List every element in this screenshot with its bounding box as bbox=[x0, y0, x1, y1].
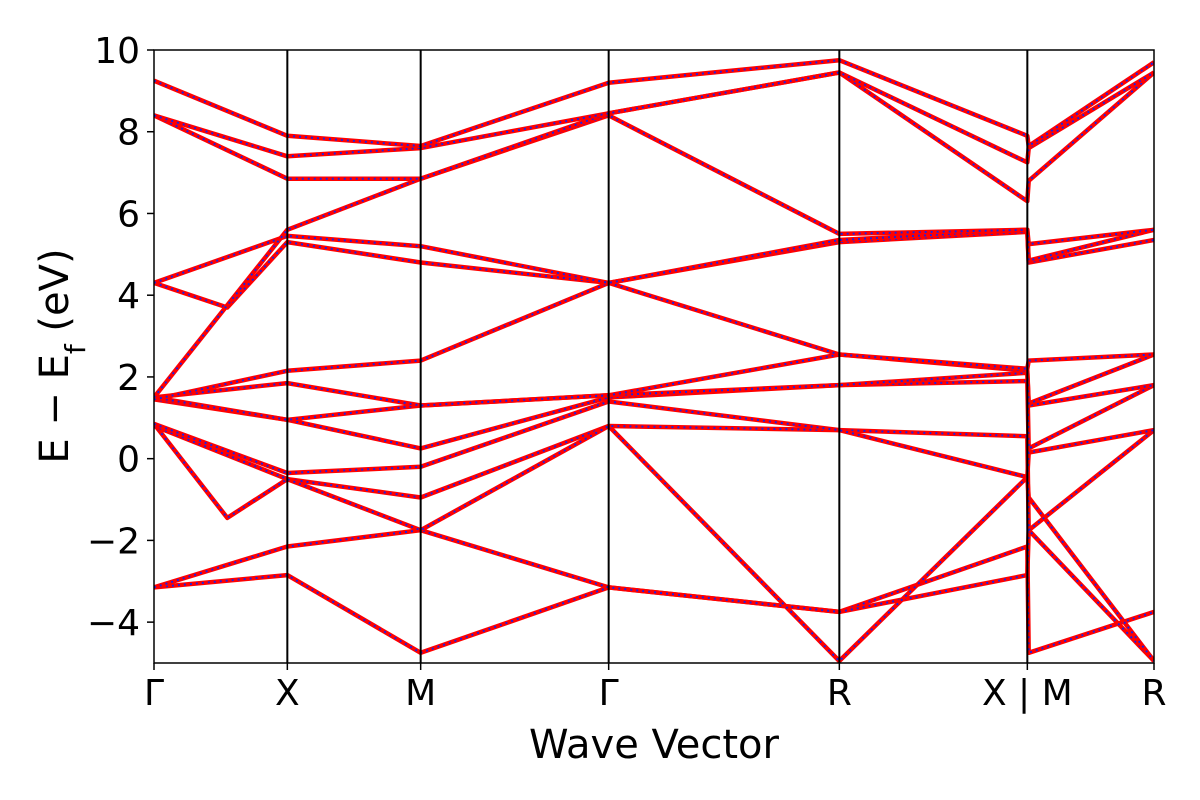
y-tick-label: −2 bbox=[87, 521, 140, 562]
plot-frame bbox=[153, 49, 1155, 664]
bands-layer bbox=[154, 57, 1154, 663]
band-dft-1 bbox=[154, 544, 1154, 656]
band-model-1 bbox=[154, 545, 1154, 655]
band-model-13 bbox=[154, 71, 1154, 204]
x-tick-label: M bbox=[405, 673, 436, 714]
y-axis: −4 −2 0 2 4 6 8 10 bbox=[87, 31, 154, 644]
y-tick-label: 10 bbox=[94, 31, 140, 72]
y-axis-title-main: E − E bbox=[32, 354, 78, 464]
y-axis-title-unit: (eV) bbox=[32, 248, 78, 344]
band-model-15 bbox=[154, 59, 1154, 148]
x-tick-label: X bbox=[275, 673, 300, 714]
band-dft-2 bbox=[154, 527, 1154, 663]
band-model-2 bbox=[154, 527, 1154, 662]
band-model-5 bbox=[154, 400, 1154, 479]
band-model-7 bbox=[154, 371, 1154, 421]
y-tick-label: 6 bbox=[117, 194, 140, 235]
band-model-8 bbox=[154, 353, 1154, 407]
y-axis-title-subscript: f bbox=[59, 343, 92, 354]
band-dft-4 bbox=[154, 423, 1154, 533]
y-tick-label: −4 bbox=[87, 603, 140, 644]
x-tick-label: Γ bbox=[599, 673, 619, 714]
y-tick-label: 2 bbox=[117, 358, 140, 399]
band-dft-14 bbox=[154, 70, 1154, 165]
x-tick-label: R bbox=[827, 673, 852, 714]
x-axis: Γ X M Γ R X | M R bbox=[144, 663, 1167, 714]
y-tick-label: 0 bbox=[117, 440, 140, 481]
y-tick-label: 4 bbox=[117, 276, 140, 317]
band-dft-5 bbox=[154, 399, 1154, 480]
x-tick-label: R bbox=[1141, 673, 1166, 714]
band-model-6 bbox=[154, 379, 1154, 451]
band-model-9 bbox=[154, 281, 1154, 401]
band-model-4 bbox=[154, 424, 1154, 533]
high-symmetry-lines bbox=[286, 50, 1029, 663]
y-tick-label: 8 bbox=[117, 113, 140, 154]
x-tick-label: Γ bbox=[144, 673, 164, 714]
band-model-11 bbox=[154, 228, 1154, 284]
x-tick-label: X | M bbox=[982, 673, 1073, 714]
band-dft-12 bbox=[154, 113, 1154, 399]
band-model-12 bbox=[154, 114, 1154, 399]
y-axis-title: E − Ef (eV) bbox=[32, 248, 92, 463]
band-model-14 bbox=[154, 71, 1154, 164]
band-dft-11 bbox=[154, 227, 1154, 286]
x-axis-title: Wave Vector bbox=[529, 722, 780, 768]
